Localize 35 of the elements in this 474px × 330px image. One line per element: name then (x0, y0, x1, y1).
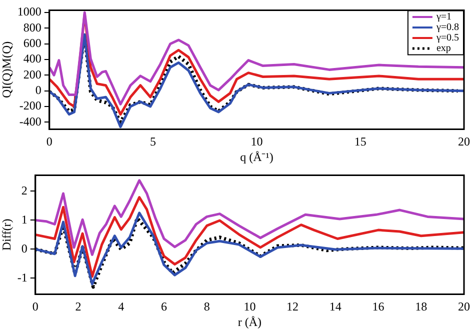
y-tick-label: 1000 (17, 4, 42, 19)
y-tick-label: 600 (23, 36, 42, 50)
x-tick-label: 15 (354, 134, 366, 149)
y-tick-label: 400 (23, 52, 42, 66)
x-axis-title: r (Å) (238, 314, 262, 329)
x-tick-label: 20 (458, 134, 470, 149)
y-axis-title: Diff(r) (0, 218, 14, 251)
x-tick-label: 20 (458, 300, 470, 314)
x-tick-label: 10 (250, 134, 263, 149)
x-tick-label: 10 (244, 300, 256, 314)
legend-label: γ=0.5 (435, 32, 460, 44)
y-tick-label: -1 (17, 270, 28, 284)
x-tick-label: 14 (329, 300, 342, 314)
x-tick-label: 12 (286, 300, 299, 314)
y-tick-label: 800 (23, 20, 42, 34)
legend-label: exp (436, 43, 451, 54)
x-tick-label: 4 (118, 300, 124, 314)
y-tick-label: 2 (21, 183, 28, 198)
y-tick-label: -400 (19, 114, 42, 128)
y-tick-label: 0 (35, 82, 42, 97)
x-tick-label: 16 (372, 300, 384, 314)
y-axis-title: QI(Q)M(Q) (0, 41, 14, 98)
legend-label: γ=1 (435, 12, 452, 23)
x-tick-label: 6 (160, 300, 167, 314)
y-tick-label: 200 (23, 67, 42, 82)
y-tick-label: -200 (19, 98, 42, 113)
x-axis-title: q (Å⁻¹) (240, 150, 274, 164)
y-tick-label: 0 (21, 241, 28, 256)
x-tick-label: 18 (415, 300, 428, 314)
x-tick-label: 0 (46, 134, 52, 149)
x-tick-label: 2 (75, 300, 82, 314)
x-tick-label: 8 (204, 300, 210, 314)
legend-label: γ=0.8 (435, 22, 460, 34)
x-tick-label: 5 (150, 134, 156, 149)
y-tick-label: 1 (21, 212, 28, 226)
